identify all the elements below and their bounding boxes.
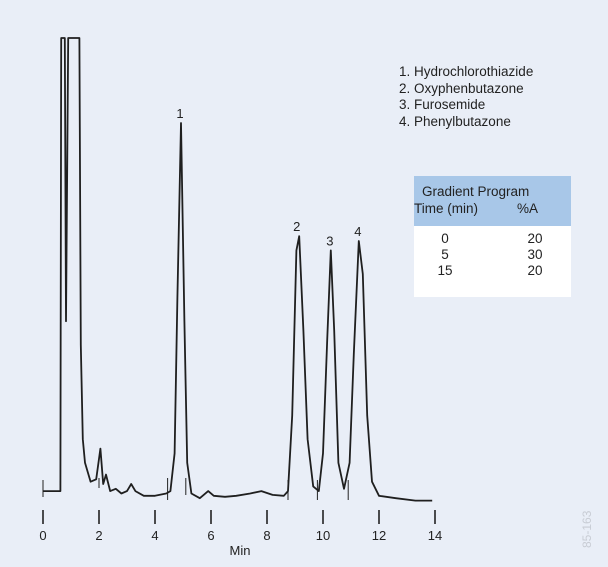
table-row: 5 30 — [414, 247, 571, 263]
legend-item: 4. Phenylbutazone — [399, 113, 511, 129]
legend-item: 1. Hydrochlorothiazide — [399, 64, 534, 79]
x-axis: 0 2 4 6 8 10 12 14 — [39, 478, 442, 543]
time-cell: 15 — [437, 263, 453, 278]
time-column-header: Time (min) — [414, 201, 478, 216]
peak-label: 3 — [326, 233, 333, 248]
gradient-table-header: Gradient Program Time (min) %A — [414, 176, 571, 226]
percent-a-column-header: %A — [517, 201, 539, 216]
peak-labels: 1 2 3 4 — [176, 106, 361, 248]
x-tick-label: 14 — [428, 528, 442, 543]
x-tick-label: 0 — [39, 528, 46, 543]
time-cell: 5 — [441, 247, 449, 262]
peak-label: 2 — [293, 219, 300, 234]
gradient-program-table: Gradient Program Time (min) %A 0 20 5 30… — [414, 176, 571, 297]
table-row: 0 20 — [414, 231, 571, 247]
table-row: 15 20 — [414, 263, 571, 279]
time-cell: 0 — [441, 231, 449, 246]
x-tick-label: 6 — [207, 528, 214, 543]
x-tick-label: 10 — [316, 528, 330, 543]
percent-a-cell: 20 — [527, 231, 543, 246]
chromatogram-line — [43, 37, 433, 502]
figure-code: 85-163 — [580, 510, 594, 548]
x-tick-label: 12 — [372, 528, 386, 543]
x-axis-label: Min — [230, 543, 251, 558]
gradient-table-body: 0 20 5 30 15 20 — [414, 226, 571, 279]
x-tick-label: 4 — [151, 528, 158, 543]
legend-item: 3. Furosemide — [399, 97, 486, 112]
peak-label: 4 — [354, 224, 361, 239]
x-tick-label: 2 — [95, 528, 102, 543]
x-tick-label: 8 — [263, 528, 270, 543]
percent-a-cell: 30 — [527, 247, 543, 262]
chromatogram-trace — [43, 37, 433, 502]
peak-legend: 1. Hydrochlorothiazide 2. Oxyphenbutazon… — [399, 64, 533, 130]
gradient-table-title: Gradient Program — [422, 184, 530, 199]
legend-item: 2. Oxyphenbutazone — [399, 80, 524, 96]
peak-label: 1 — [176, 106, 183, 121]
percent-a-cell: 20 — [527, 263, 543, 278]
